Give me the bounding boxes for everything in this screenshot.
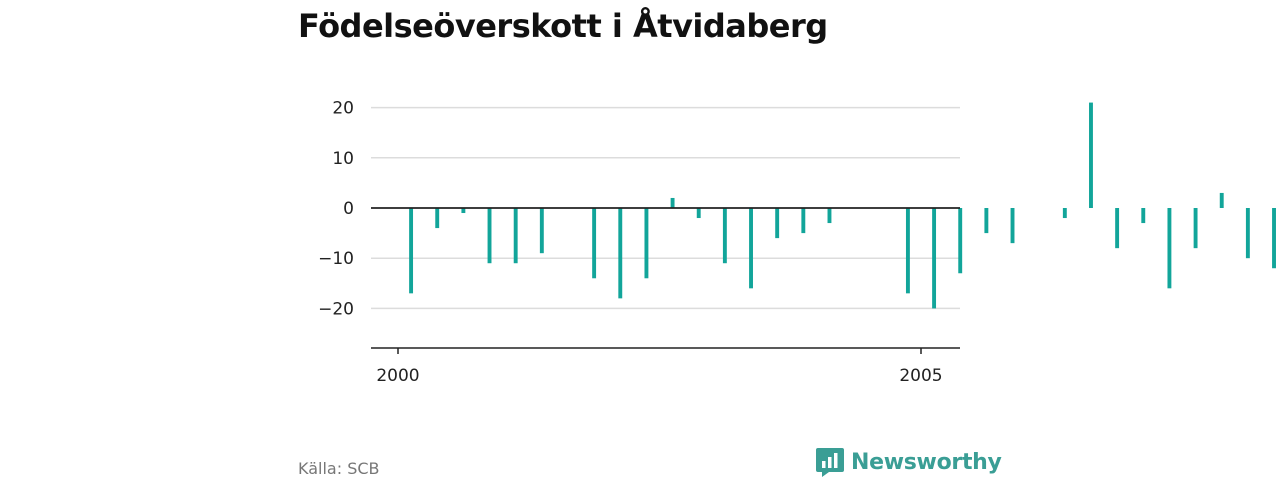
bar [827, 208, 832, 224]
bar [1141, 208, 1146, 224]
bar [409, 208, 414, 294]
bar [1219, 192, 1224, 208]
bar [1089, 102, 1093, 208]
bar [905, 208, 910, 294]
bar [1272, 208, 1276, 269]
bar [932, 208, 937, 309]
y-tick-label: −20 [318, 299, 354, 319]
bar [775, 208, 780, 239]
bar [513, 208, 518, 264]
bar-chart-logo-icon [816, 448, 844, 477]
bar [1245, 208, 1250, 259]
y-tick-label: −10 [318, 249, 354, 269]
bar [1193, 208, 1198, 249]
y-tick-label: 20 [332, 99, 354, 119]
bar [644, 208, 649, 279]
bar [539, 208, 544, 254]
x-tick-label: 2000 [376, 366, 419, 386]
bar [696, 208, 701, 219]
brand: Newsworthy [815, 446, 1002, 478]
y-tick-labels: −20 −10 0 10 20 [318, 99, 354, 320]
bar [1115, 208, 1120, 249]
bar [670, 197, 675, 208]
brand-name: Newsworthy [851, 449, 1002, 475]
bar [1167, 208, 1172, 289]
x-tick-label: 2005 [899, 366, 942, 386]
source-note: Källa: SCB [298, 459, 380, 478]
axes [371, 207, 960, 354]
bars [409, 102, 1276, 309]
bar [461, 208, 466, 214]
bar [487, 208, 492, 264]
bar [1062, 208, 1067, 219]
bar [984, 208, 989, 234]
bar [592, 208, 597, 279]
y-tick-label: 10 [332, 149, 354, 169]
y-tick-label: 0 [343, 199, 354, 219]
bar [618, 208, 623, 299]
bar [749, 208, 753, 289]
bar [1010, 208, 1015, 244]
bar [801, 208, 806, 234]
x-tick-labels: 200020052010201520202025 [376, 366, 942, 386]
gridlines [371, 106, 960, 310]
chart-title: Födelseöverskott i Åtvidaberg [298, 7, 828, 45]
bar [435, 208, 440, 229]
bar [722, 208, 727, 264]
bar [958, 208, 963, 274]
